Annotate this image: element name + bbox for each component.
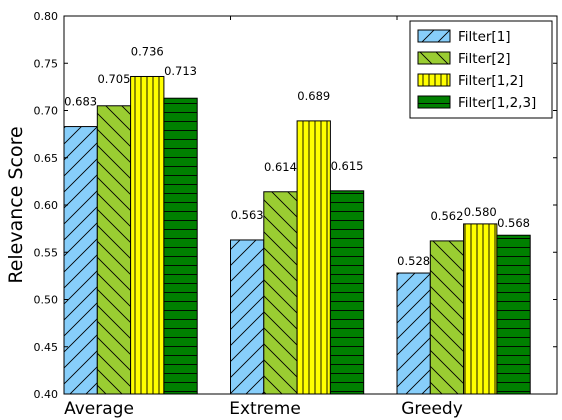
legend-label: Filter[2]	[458, 51, 511, 67]
bar-extreme-filter-1-2	[296, 120, 331, 395]
data-label-extreme-filter-2: 0.614	[264, 160, 297, 174]
y-tick-label: 0.60	[34, 199, 59, 212]
bar-extreme-filter-1	[230, 239, 265, 395]
y-tick-label: 0.65	[34, 152, 59, 165]
bar-average-filter-2	[96, 105, 132, 395]
data-label-average-filter-1: 0.683	[64, 95, 97, 109]
legend-item-filter-1-2: Filter[1,2]	[417, 73, 523, 89]
data-label-average-filter-1-2: 0.736	[131, 44, 164, 58]
data-label-greedy-filter-1: 0.528	[397, 254, 430, 268]
data-label-average-filter-1-2-3: 0.713	[164, 64, 197, 78]
y-tick-label: 0.70	[34, 105, 59, 118]
legend-label: Filter[1]	[458, 29, 511, 45]
data-label-extreme-filter-1-2: 0.689	[297, 89, 330, 103]
legend: Filter[1] Filter[2] Filter[1,2] Filter[1,2,…	[409, 20, 553, 119]
bar-extreme-filter-2	[263, 191, 298, 395]
y-tick-label: 0.55	[34, 246, 59, 259]
y-tick-label: 0.50	[34, 294, 59, 307]
legend-label: Filter[1,2,3]	[458, 95, 536, 111]
y-tick-label: 0.45	[34, 341, 59, 354]
legend-item-filter-2: Filter[2]	[417, 51, 511, 67]
y-tick-label: 0.80	[34, 10, 59, 23]
data-label-greedy-filter-2: 0.562	[430, 209, 463, 223]
x-tick-label-average: Average	[64, 399, 134, 419]
x-tick-label-extreme: Extreme	[229, 399, 301, 419]
bar-average-filter-1	[63, 126, 98, 395]
y-axis: 0.40 0.45 0.50 0.55 0.60 0.65 0.70 0.75 0.80	[34, 10, 557, 401]
x-axis: Average Extreme Greedy	[63, 16, 463, 419]
data-label-greedy-filter-1-2: 0.580	[464, 205, 497, 219]
y-tick-label: 0.40	[34, 388, 59, 401]
y-tick-label: 0.75	[34, 57, 59, 70]
legend-item-filter-1: Filter[1]	[417, 29, 511, 45]
bar-extreme-filter-1-2-3	[329, 190, 365, 395]
bar-average-filter-1-2-3	[163, 97, 198, 395]
data-label-extreme-filter-1: 0.563	[231, 208, 264, 222]
data-label-extreme-filter-1-2-3: 0.615	[331, 159, 364, 173]
bar-greedy-filter-1-2	[463, 223, 498, 395]
y-axis-label: Relevance Score	[5, 126, 27, 283]
x-tick-label-greedy: Greedy	[401, 399, 463, 419]
legend-label: Filter[1,2]	[458, 73, 523, 89]
bars-group	[63, 75, 531, 395]
data-label-greedy-filter-1-2-3: 0.568	[497, 216, 530, 230]
bar-average-filter-1-2	[130, 75, 165, 395]
bar-greedy-filter-1	[396, 272, 431, 395]
legend-item-filter-1-2-3: Filter[1,2,3]	[417, 95, 536, 111]
data-label-average-filter-2: 0.705	[97, 72, 130, 86]
bar-greedy-filter-1-2-3	[496, 234, 531, 395]
bar-greedy-filter-2	[429, 240, 465, 395]
